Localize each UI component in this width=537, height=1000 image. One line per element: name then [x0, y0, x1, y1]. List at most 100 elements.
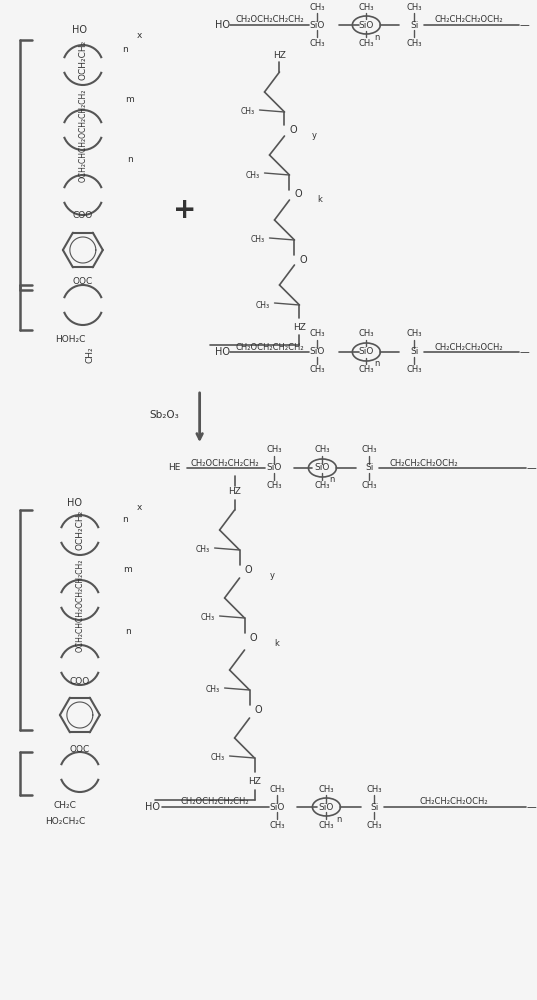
Text: CH₃: CH₃	[359, 330, 374, 338]
Text: HZ: HZ	[273, 50, 286, 60]
Text: CH₂CH₂CH₂OCH₂: CH₂CH₂CH₂OCH₂	[390, 458, 459, 468]
Text: CH₃: CH₃	[241, 107, 255, 116]
Text: OOC: OOC	[70, 746, 90, 754]
Text: HO: HO	[144, 802, 159, 812]
Text: CH₃: CH₃	[359, 38, 374, 47]
Text: OCH₂CH₂: OCH₂CH₂	[78, 40, 88, 80]
Text: CH₃: CH₃	[270, 820, 285, 830]
Text: Sb₂O₃: Sb₂O₃	[150, 410, 179, 420]
Text: COO: COO	[72, 211, 93, 220]
Text: —: —	[526, 802, 536, 812]
Text: y: y	[270, 572, 275, 580]
Text: n: n	[127, 155, 133, 164]
Text: CH₃: CH₃	[407, 38, 422, 47]
Text: +: +	[173, 196, 197, 224]
Text: CH₃: CH₃	[407, 365, 422, 374]
Text: CH₃: CH₃	[245, 170, 259, 180]
Text: CH₂OCH₂CH₂CH₂: CH₂OCH₂CH₂CH₂	[190, 458, 259, 468]
Text: OCH₂CHCH₂OCH₂CH₂CH₂: OCH₂CHCH₂OCH₂CH₂CH₂	[78, 88, 88, 182]
Text: SiO: SiO	[310, 20, 325, 29]
Text: CH₃: CH₃	[206, 686, 220, 694]
Text: SiO: SiO	[318, 802, 334, 812]
Text: m: m	[125, 96, 134, 104]
Text: O: O	[300, 255, 307, 265]
Text: SiO: SiO	[359, 348, 374, 357]
Text: n: n	[122, 45, 128, 54]
Text: COO: COO	[70, 678, 90, 686]
Text: n: n	[375, 32, 380, 41]
Text: CH₃: CH₃	[270, 784, 285, 794]
Text: HZ: HZ	[293, 324, 306, 332]
Text: CH₃: CH₃	[256, 300, 270, 310]
Text: O: O	[255, 705, 262, 715]
Text: n: n	[122, 516, 128, 524]
Text: HO: HO	[215, 347, 230, 357]
Text: OOC: OOC	[72, 277, 93, 286]
Text: CH₃: CH₃	[367, 820, 382, 830]
Text: CH₂: CH₂	[85, 347, 95, 363]
Text: CH₃: CH₃	[310, 2, 325, 11]
Text: HO: HO	[72, 25, 88, 35]
Text: OCH₂CHCH₂OCH₂CH₂CH₂: OCH₂CHCH₂OCH₂CH₂CH₂	[75, 558, 84, 652]
Text: HZ: HZ	[248, 778, 261, 786]
Text: n: n	[125, 628, 130, 637]
Text: Si: Si	[410, 348, 418, 357]
Text: —: —	[519, 20, 529, 30]
Text: CH₃: CH₃	[361, 482, 377, 490]
Text: SiO: SiO	[267, 464, 282, 473]
Text: CH₂OCH₂CH₂CH₂: CH₂OCH₂CH₂CH₂	[180, 798, 249, 806]
Text: HOH₂C: HOH₂C	[55, 336, 85, 344]
Text: k: k	[274, 640, 279, 648]
Text: HO: HO	[67, 498, 82, 508]
Text: CH₃: CH₃	[318, 820, 334, 830]
Text: CH₃: CH₃	[361, 446, 377, 454]
Text: CH₃: CH₃	[367, 784, 382, 794]
Text: CH₃: CH₃	[267, 446, 282, 454]
Text: y: y	[312, 130, 317, 139]
Text: CH₃: CH₃	[315, 446, 330, 454]
Text: CH₃: CH₃	[267, 482, 282, 490]
Text: CH₂OCH₂CH₂CH₂: CH₂OCH₂CH₂CH₂	[235, 15, 304, 24]
Text: CH₂OCH₂CH₂CH₂: CH₂OCH₂CH₂CH₂	[235, 342, 304, 352]
Text: CH₃: CH₃	[310, 365, 325, 374]
Text: HZ: HZ	[228, 488, 241, 496]
Text: SiO: SiO	[359, 20, 374, 29]
Text: O: O	[244, 565, 252, 575]
Text: CH₂CH₂CH₂OCH₂: CH₂CH₂CH₂OCH₂	[420, 798, 489, 806]
Text: k: k	[317, 196, 322, 205]
Text: n: n	[330, 476, 335, 485]
Text: CH₃: CH₃	[407, 330, 422, 338]
Text: SiO: SiO	[315, 464, 330, 473]
Text: O: O	[289, 125, 297, 135]
Text: Si: Si	[365, 464, 374, 473]
Text: O: O	[294, 189, 302, 199]
Text: CH₂CH₂CH₂OCH₂: CH₂CH₂CH₂OCH₂	[435, 342, 503, 352]
Text: n: n	[375, 360, 380, 368]
Text: x: x	[137, 30, 142, 39]
Text: CH₃: CH₃	[359, 2, 374, 11]
Text: CH₃: CH₃	[407, 2, 422, 11]
Text: m: m	[124, 566, 132, 574]
Text: —: —	[519, 347, 529, 357]
Text: x: x	[137, 502, 142, 512]
Text: HO₂CH₂C: HO₂CH₂C	[45, 818, 85, 826]
Text: CH₃: CH₃	[200, 613, 215, 622]
Text: O: O	[250, 633, 257, 643]
Text: OCH₂CH₂: OCH₂CH₂	[75, 510, 84, 550]
Text: CH₃: CH₃	[195, 546, 209, 554]
Text: CH₃: CH₃	[250, 235, 265, 244]
Text: CH₃: CH₃	[310, 330, 325, 338]
Text: n: n	[337, 814, 342, 824]
Text: CH₃: CH₃	[359, 365, 374, 374]
Text: CH₂C: CH₂C	[54, 800, 76, 810]
Text: Si: Si	[370, 802, 379, 812]
Text: SiO: SiO	[270, 802, 285, 812]
Text: CH₃: CH₃	[318, 784, 334, 794]
Text: CH₃: CH₃	[315, 482, 330, 490]
Text: HE: HE	[169, 464, 181, 473]
Text: —: —	[526, 463, 536, 473]
Text: CH₃: CH₃	[211, 754, 224, 762]
Text: Si: Si	[410, 20, 418, 29]
Text: CH₃: CH₃	[310, 38, 325, 47]
Text: HO: HO	[215, 20, 230, 30]
